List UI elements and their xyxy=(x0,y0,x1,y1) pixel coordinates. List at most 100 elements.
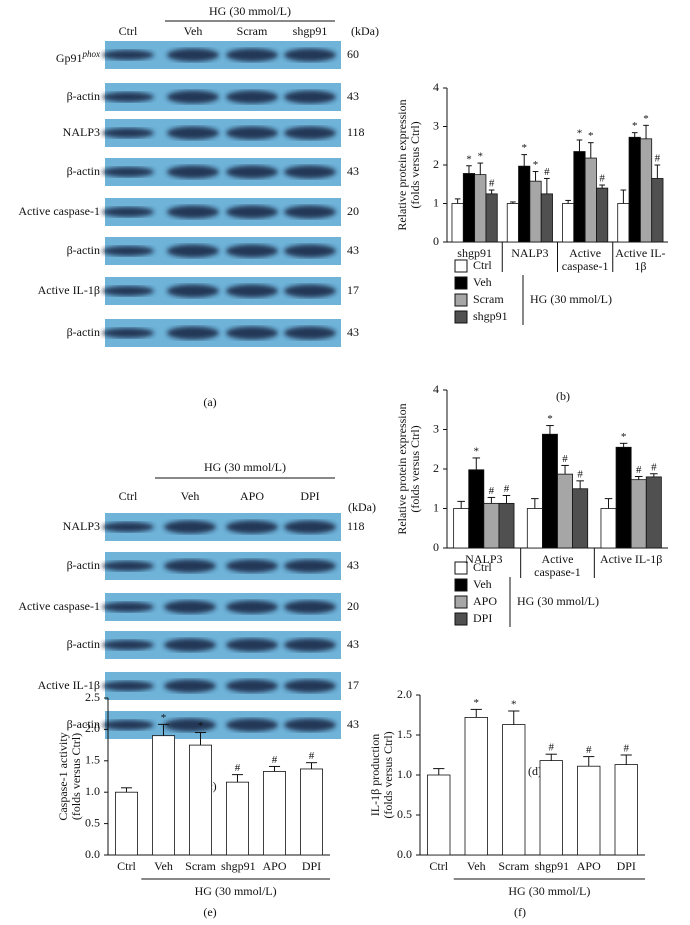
kda-label: 43 xyxy=(347,637,359,651)
kda-label: 118 xyxy=(347,125,365,139)
y-tick-label: 2 xyxy=(433,157,439,171)
kda-label: 43 xyxy=(347,558,359,572)
y-tick-label: 2 xyxy=(433,461,439,475)
blot-band xyxy=(284,165,336,179)
blot-band xyxy=(102,561,154,571)
error-bar xyxy=(470,708,482,718)
blot-band xyxy=(226,126,278,140)
lane-label: shgp91 xyxy=(293,24,328,38)
kda-label: 20 xyxy=(347,599,359,613)
error-bar xyxy=(157,723,170,736)
blot-band xyxy=(167,284,219,298)
row-label: β-actin xyxy=(67,90,100,103)
y-tick-label: 2.5 xyxy=(85,690,100,704)
bar xyxy=(628,136,641,243)
row-label-text: NALP3 xyxy=(62,125,100,139)
significance-mark: * xyxy=(521,142,527,154)
error-bar xyxy=(305,762,318,769)
blot-band xyxy=(284,679,336,693)
blot-band xyxy=(226,48,278,62)
bar xyxy=(541,433,558,549)
kda-label: 43 xyxy=(347,325,359,339)
error-bar xyxy=(620,189,627,204)
bar xyxy=(468,469,485,549)
blot-band xyxy=(284,520,336,534)
row-label-text: Active caspase-1 xyxy=(18,204,100,218)
group-label: HG (30 mmol/L) xyxy=(508,884,590,898)
kda-label: 43 xyxy=(347,717,359,731)
legend-label: DPI xyxy=(473,611,492,625)
significance-mark: * xyxy=(474,697,480,709)
significance-mark: # xyxy=(636,464,642,476)
lane-label: Veh xyxy=(181,489,200,503)
blot-band xyxy=(226,559,278,573)
panel-label: (d) xyxy=(528,764,542,778)
blot-band xyxy=(102,640,154,650)
blot-band xyxy=(226,679,278,693)
y-tick-label: 1 xyxy=(433,500,439,514)
significance-mark: # xyxy=(549,742,555,754)
row-label: β-actin xyxy=(67,165,100,178)
blot-band xyxy=(102,681,154,691)
bar xyxy=(540,193,553,243)
significance-mark: * xyxy=(198,720,204,732)
row-label: Gp91phox xyxy=(56,48,100,65)
row-label-text: Active IL-1β xyxy=(37,283,100,297)
blot-band xyxy=(102,92,154,102)
bar xyxy=(596,187,609,243)
bar xyxy=(617,203,630,243)
row-label: Active IL-1β xyxy=(38,679,100,692)
group-label: HG (30 mmol/L) xyxy=(209,4,291,18)
legend-label: Veh xyxy=(473,577,492,591)
row-label-text: β-actin xyxy=(66,637,100,651)
blot-band xyxy=(102,286,154,296)
bar xyxy=(573,151,586,243)
bar xyxy=(577,765,601,856)
kda-label: 17 xyxy=(347,283,359,297)
blot-band xyxy=(284,559,336,573)
legend-label: shgp91 xyxy=(473,309,508,323)
row-label: β-actin xyxy=(67,326,100,339)
significance-mark: # xyxy=(599,173,605,185)
bar xyxy=(645,476,662,549)
legend-label: Scram xyxy=(473,292,504,306)
lane-label: Ctrl xyxy=(119,24,138,38)
error-bar xyxy=(565,199,571,204)
error-bar xyxy=(120,787,133,793)
blot-band xyxy=(226,718,278,732)
blot-band xyxy=(102,207,154,217)
lane-label: DPI xyxy=(300,489,319,503)
kda-label: 43 xyxy=(347,243,359,257)
x-tick-label: shgp91 xyxy=(221,859,256,873)
bar xyxy=(502,724,526,856)
blot-band xyxy=(284,48,336,62)
legend-label: Veh xyxy=(473,275,492,289)
error-bar xyxy=(466,165,472,174)
error-bar xyxy=(604,498,613,509)
bar xyxy=(518,165,531,243)
x-tick-label: NALP3 xyxy=(511,246,549,260)
y-axis-label: (folds versus Ctrl) xyxy=(69,733,83,820)
row-label: NALP3 xyxy=(63,520,100,533)
error-bar xyxy=(508,710,520,725)
significance-mark: * xyxy=(577,128,583,140)
blot-band xyxy=(226,284,278,298)
lane-label: Veh xyxy=(184,24,203,38)
x-tick-label: Active IL-1β xyxy=(615,246,666,273)
significance-mark: * xyxy=(161,712,167,724)
blot-band xyxy=(284,718,336,732)
error-bar xyxy=(619,442,628,448)
error-bar xyxy=(643,124,649,139)
significance-mark: # xyxy=(272,754,278,766)
y-tick-label: 0.5 xyxy=(397,807,412,821)
row-label-text: β-actin xyxy=(66,717,100,731)
bar xyxy=(539,760,563,856)
blot-band xyxy=(226,205,278,219)
y-tick-label: 0.5 xyxy=(85,815,100,829)
bar xyxy=(630,479,647,549)
x-tick-label: Active caspase-1 xyxy=(561,246,609,273)
y-axis-label: (folds versus Ctrl) xyxy=(408,425,422,512)
x-tick-label: Ctrl xyxy=(117,859,136,873)
